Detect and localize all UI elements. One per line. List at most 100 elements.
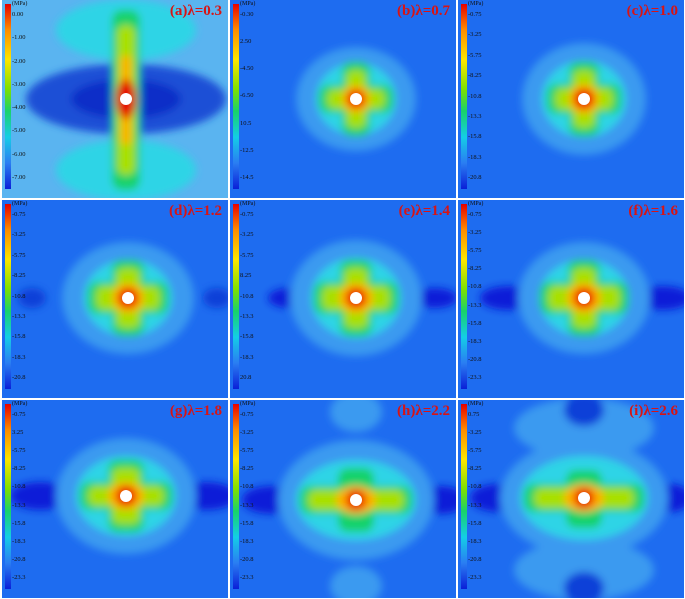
colorbar-tick: -5.75 xyxy=(240,447,254,455)
colorbar-tick: -13.3 xyxy=(468,301,482,309)
contour-panel-c: (MPa) -0.75 -3.25 -5.75 -8.25 -10.8 -13.… xyxy=(458,0,684,198)
colorbar-ticks: -0.75 -3.25 -5.75 -8.25 -10.8 -13.3 -15.… xyxy=(468,211,498,381)
colorbar-tick: -8.25 xyxy=(468,465,482,473)
colorbar-tick: -18.3 xyxy=(12,353,26,361)
colorbar-tick: -15.8 xyxy=(240,333,254,341)
colorbar-tick: -10.8 xyxy=(468,92,482,100)
panel-label: (a)λ=0.3 xyxy=(169,3,222,19)
colorbar-tick: -8.25 xyxy=(240,465,254,473)
colorbar-tick: 0.00 xyxy=(12,11,24,18)
colorbar-tick: -4.50 xyxy=(240,65,254,73)
colorbar-tick: -8.25 xyxy=(12,272,26,280)
colorbar-tick: -18.3 xyxy=(240,537,254,545)
colorbar-tick: -20.8 xyxy=(12,374,26,381)
colorbar-tick: -3.25 xyxy=(12,231,26,239)
contour-panel-f: (MPa) -0.75 -3.25 -5.75 -8.25 -10.8 -13.… xyxy=(458,200,684,398)
colorbar-tick: -23.3 xyxy=(12,573,26,581)
colorbar-tick: 8.25 xyxy=(240,272,252,280)
colorbar xyxy=(5,404,11,589)
colorbar-tick: -0.75 xyxy=(468,11,482,18)
colorbar-ticks: 0.75 -3.25 -5.75 -8.25 -10.8 -13.3 -15.8… xyxy=(468,411,498,581)
colorbar-tick: -14.5 xyxy=(240,173,254,181)
contour-panel-d: (MPa) -0.75 -3.25 -5.75 -8.25 -10.8 -13.… xyxy=(2,200,228,398)
stress-field-e xyxy=(230,200,456,398)
panel-label: (c)λ=1.0 xyxy=(626,3,678,19)
colorbar xyxy=(461,4,467,189)
colorbar-tick: -15.8 xyxy=(468,519,482,527)
colorbar-tick: -5.75 xyxy=(12,251,26,259)
colorbar-tick: -18.3 xyxy=(240,353,254,361)
panel-label: (d)λ=1.2 xyxy=(169,203,222,219)
colorbar-tick: -8.25 xyxy=(12,465,26,473)
stress-field-i xyxy=(458,400,684,598)
colorbar-tick: -7.00 xyxy=(12,173,26,181)
colorbar-tick: -3.00 xyxy=(12,80,26,88)
contour-panel-a: (MPa) 0.00 -1.00 -2.00 -3.00 -4.00 -5.00… xyxy=(2,0,228,198)
colorbar-tick: -18.3 xyxy=(468,537,482,545)
colorbar xyxy=(5,4,11,189)
colorbar-tick: 20.8 xyxy=(240,374,252,381)
colorbar-unit: (MPa) xyxy=(468,1,484,7)
colorbar-tick: -23.3 xyxy=(468,573,482,581)
colorbar-tick: -13.3 xyxy=(12,312,26,320)
colorbar-tick: -0.75 xyxy=(12,411,26,418)
colorbar-tick: -4.00 xyxy=(12,104,26,112)
stress-field-b xyxy=(230,0,456,198)
colorbar-tick: -15.8 xyxy=(240,519,254,527)
colorbar xyxy=(461,204,467,389)
colorbar-tick: -10.8 xyxy=(468,483,482,491)
colorbar-tick: -0.75 xyxy=(12,211,26,218)
colorbar-unit: (MPa) xyxy=(240,201,256,207)
colorbar-ticks: 0.00 -1.00 -2.00 -3.00 -4.00 -5.00 -6.00… xyxy=(12,11,42,181)
colorbar-tick: -0.75 xyxy=(240,411,254,418)
colorbar-tick: -10.8 xyxy=(240,292,254,300)
colorbar-tick: -3.25 xyxy=(240,231,254,239)
colorbar-tick: -23.3 xyxy=(468,373,482,381)
colorbar-tick: -20.8 xyxy=(468,555,482,563)
colorbar-tick: -1.00 xyxy=(12,34,26,42)
stress-field-c xyxy=(458,0,684,198)
panel-label: (g)λ=1.8 xyxy=(169,403,222,419)
stress-field-f xyxy=(458,200,684,398)
stress-field-g xyxy=(2,400,228,598)
colorbar xyxy=(461,404,467,589)
colorbar-tick: -10.8 xyxy=(12,483,26,491)
colorbar-tick: -5.75 xyxy=(240,251,254,259)
panel-label: (b)λ=0.7 xyxy=(397,3,450,19)
colorbar xyxy=(233,204,239,389)
contour-panel-g: (MPa) -0.75 3.25 -5.75 -8.25 -10.8 -13.3… xyxy=(2,400,228,598)
colorbar-tick: -0.75 xyxy=(240,211,254,218)
panel-label: (i)λ=2.6 xyxy=(629,403,678,419)
colorbar-tick: -3.25 xyxy=(468,229,482,237)
colorbar-ticks: -0.75 -3.25 -5.75 8.25 -10.8 -13.3 -15.8… xyxy=(240,211,270,381)
colorbar-tick: -18.3 xyxy=(468,337,482,345)
colorbar-tick: -15.8 xyxy=(12,333,26,341)
colorbar-unit: (MPa) xyxy=(468,401,484,407)
panel-label: (e)λ=1.4 xyxy=(398,203,450,219)
colorbar-tick: -13.3 xyxy=(240,501,254,509)
panel-label: (h)λ=2.2 xyxy=(397,403,450,419)
colorbar-tick: -6.50 xyxy=(240,92,254,100)
colorbar-tick: -15.8 xyxy=(12,519,26,527)
colorbar-unit: (MPa) xyxy=(12,401,28,407)
colorbar-tick: -3.25 xyxy=(240,429,254,437)
colorbar-tick: -20.8 xyxy=(468,355,482,363)
colorbar-tick: -3.25 xyxy=(468,429,482,437)
colorbar-tick: -0.75 xyxy=(468,211,482,218)
colorbar xyxy=(5,204,11,389)
contour-panel-b: (MPa) -0.30 2.50 -4.50 -6.50 10.5 -12.5 … xyxy=(230,0,456,198)
colorbar-tick: -20.8 xyxy=(468,174,482,181)
colorbar-ticks: -0.30 2.50 -4.50 -6.50 10.5 -12.5 -14.5 xyxy=(240,11,270,181)
colorbar-tick: -5.75 xyxy=(468,51,482,59)
colorbar-tick: -10.8 xyxy=(468,283,482,291)
colorbar-unit: (MPa) xyxy=(12,201,28,207)
stress-field-d xyxy=(2,200,228,398)
colorbar-tick: -5.75 xyxy=(12,447,26,455)
colorbar-tick: -13.3 xyxy=(240,312,254,320)
colorbar-tick: -5.75 xyxy=(468,247,482,255)
contour-panel-e: (MPa) -0.75 -3.25 -5.75 8.25 -10.8 -13.3… xyxy=(230,200,456,398)
panel-label: (f)λ=1.6 xyxy=(628,203,678,219)
stress-field-a xyxy=(2,0,228,198)
colorbar-unit: (MPa) xyxy=(240,1,256,7)
contour-panel-i: (MPa) 0.75 -3.25 -5.75 -8.25 -10.8 -13.3… xyxy=(458,400,684,598)
